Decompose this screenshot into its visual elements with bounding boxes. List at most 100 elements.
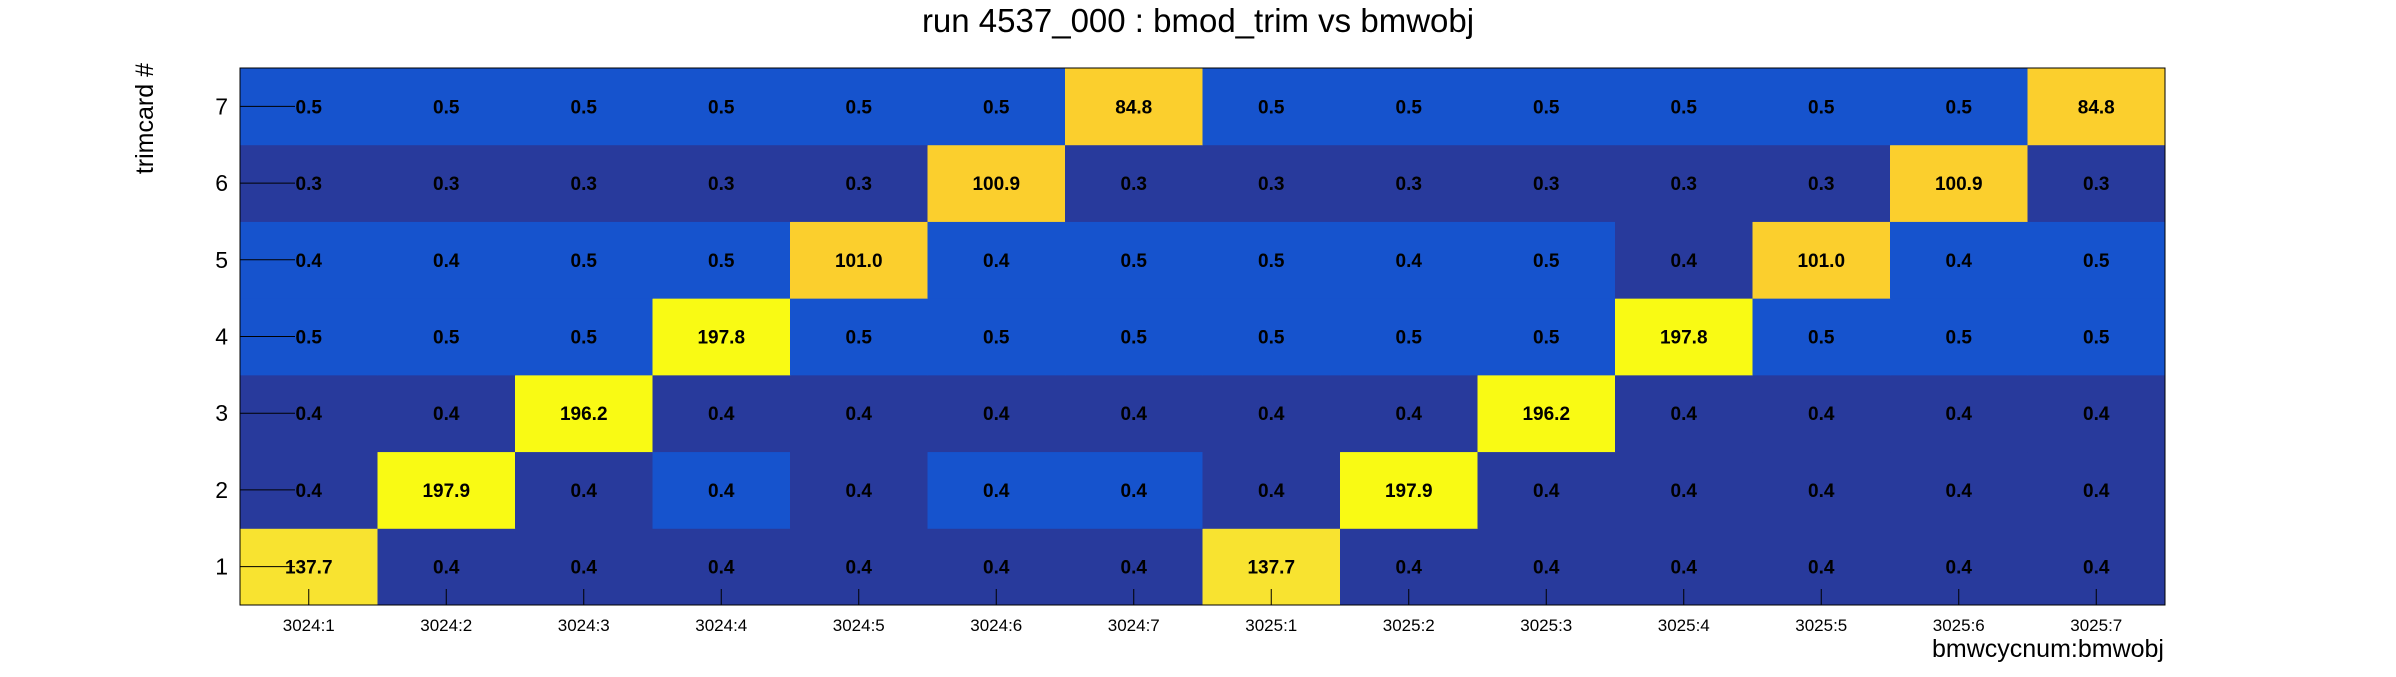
y-tick-label: 1 (215, 554, 228, 580)
cell-value-label: 0.5 (1808, 328, 1835, 349)
heatmap-cell (790, 298, 928, 376)
cell-value-label: 84.8 (2078, 97, 2115, 118)
cell-value-label: 0.4 (1396, 251, 1423, 272)
heatmap-cell (1065, 374, 1203, 453)
heatmap-cell (2027, 221, 2166, 299)
cell-value-label: 0.4 (1396, 558, 1423, 579)
cell-value-label: 100.9 (972, 174, 1020, 195)
cell-value-label: 0.3 (1533, 174, 1559, 195)
cell-value-label: 0.4 (1671, 558, 1698, 579)
heatmap-cell (1202, 68, 1341, 146)
y-axis-title: trimcard # (131, 63, 159, 174)
heatmap-cell (1065, 451, 1203, 529)
cell-value-label: 0.5 (1258, 251, 1285, 272)
cell-value-label: 100.9 (1935, 174, 1983, 195)
cell-value-label: 0.4 (846, 558, 873, 579)
heatmap-cell (1477, 451, 1616, 529)
heatmap-cell (1752, 144, 1891, 222)
heatmap-cell (1202, 374, 1341, 453)
heatmap-cell (1340, 451, 1478, 529)
cell-value-label: 0.4 (1808, 404, 1835, 425)
cell-value-label: 0.4 (2083, 404, 2110, 425)
cell-value-label: 0.4 (1533, 481, 1560, 502)
cell-value-label: 0.5 (1946, 328, 1973, 349)
cell-value-label: 84.8 (1115, 97, 1152, 118)
heatmap-cell (927, 374, 1066, 453)
heatmap-cell (1065, 68, 1203, 146)
cell-value-label: 0.3 (1121, 174, 1147, 195)
cell-value-label: 197.8 (1660, 328, 1708, 349)
heatmap-cell (515, 298, 653, 376)
cell-value-label: 0.4 (983, 251, 1010, 272)
cell-value-label: 0.4 (1396, 404, 1423, 425)
cell-value-label: 0.4 (1121, 558, 1148, 579)
cell-value-label: 0.3 (1671, 174, 1697, 195)
heatmap-cell (1615, 451, 1753, 529)
heatmap-cell (1477, 68, 1616, 146)
cell-value-label: 0.4 (296, 404, 323, 425)
cell-value-label: 137.7 (285, 558, 333, 579)
heatmap-cell (1890, 451, 2028, 529)
heatmap-cell (790, 144, 928, 222)
x-tick-label: 3025:3 (1520, 616, 1572, 635)
cell-value-label: 0.3 (846, 174, 872, 195)
cell-value-label: 197.9 (422, 481, 470, 502)
x-tick-label: 3024:6 (970, 616, 1022, 635)
heatmap-cell (1477, 221, 1616, 299)
cell-value-label: 0.5 (1258, 97, 1285, 118)
heatmap-cell (1752, 221, 1891, 299)
x-axis: 3024:1 3024:2 3024:3 3024:4 3024:5 3024:6 3024… (283, 589, 2122, 635)
heatmap-cell (1890, 221, 2028, 299)
cell-value-label: 197.8 (697, 328, 745, 349)
heatmap-cell (377, 374, 516, 453)
cell-value-label: 0.4 (1258, 404, 1285, 425)
heatmap-cell (1890, 374, 2028, 453)
cell-value-label: 197.9 (1385, 481, 1433, 502)
cell-value-label: 0.4 (708, 404, 735, 425)
cell-value-label: 0.5 (1671, 97, 1698, 118)
cell-value-label: 0.5 (1396, 328, 1423, 349)
cell-value-label: 0.4 (708, 558, 735, 579)
cell-value-label: 0.4 (1946, 404, 1973, 425)
cell-value-label: 0.4 (1671, 251, 1698, 272)
cell-value-label: 0.5 (2083, 251, 2110, 272)
cell-value-label: 0.4 (2083, 481, 2110, 502)
heatmap-cell (1477, 374, 1616, 453)
cell-value-label: 0.5 (1258, 328, 1285, 349)
heatmap-cell (1615, 298, 1753, 376)
y-tick-label: 4 (215, 324, 228, 350)
cell-value-label: 0.4 (1946, 251, 1973, 272)
y-tick-label: 6 (215, 170, 228, 196)
cell-value-label: 0.3 (1396, 174, 1422, 195)
heatmap-cell (1065, 144, 1203, 222)
x-tick-label: 3025:6 (1933, 616, 1985, 635)
heatmap-cell (1477, 144, 1616, 222)
heatmap-cell (515, 374, 653, 453)
cell-value-label: 0.4 (708, 481, 735, 502)
heatmap-cell (652, 374, 791, 453)
heatmap-cell (652, 298, 791, 376)
cell-value-label: 0.4 (433, 404, 460, 425)
cell-labels: 137.7 0.4 0.4 0.4 0.4 0.4 0.4 137.7 0.4 0.4 0.4 0.4… (285, 97, 2115, 578)
cell-value-label: 196.2 (560, 404, 608, 425)
heatmap-cell (2027, 451, 2166, 529)
x-tick-label: 3024:7 (1108, 616, 1160, 635)
heatmap-cell (2027, 68, 2166, 146)
heatmap-cell (927, 144, 1066, 222)
cell-value-label: 0.4 (1671, 481, 1698, 502)
cell-value-label: 0.5 (708, 251, 735, 272)
heatmap-cell (377, 298, 516, 376)
heatmap-cell (515, 221, 653, 299)
heatmap-cell (2027, 298, 2166, 376)
cell-value-label: 0.4 (1121, 481, 1148, 502)
cell-value-label: 0.5 (571, 328, 598, 349)
heatmap-cell (1202, 298, 1341, 376)
heatmap-cell (1065, 298, 1203, 376)
x-tick-label: 3025:7 (2070, 616, 2122, 635)
y-tick-label: 2 (215, 477, 228, 503)
x-tick-label: 3024:1 (283, 616, 335, 635)
y-tick-label: 7 (215, 93, 228, 119)
cell-value-label: 0.4 (1258, 481, 1285, 502)
cell-value-label: 0.3 (1258, 174, 1284, 195)
